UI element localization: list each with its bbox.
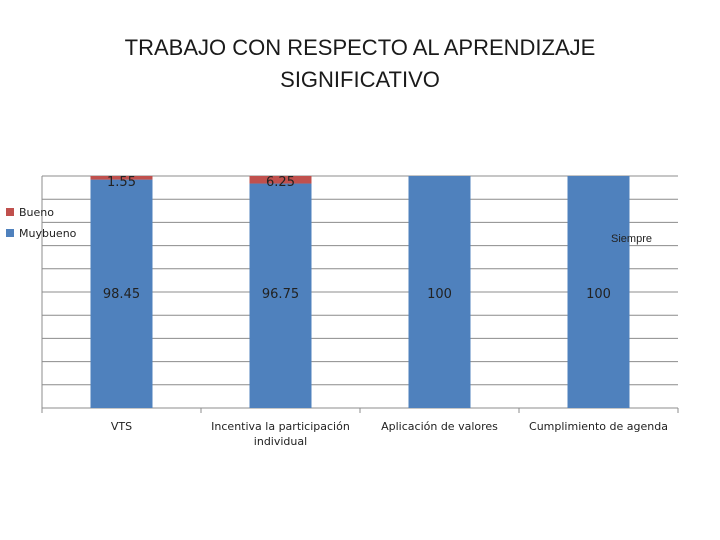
data-label-muybueno-4: 100: [586, 287, 611, 302]
category-label-4: Cumplimiento de agenda: [529, 420, 668, 433]
bar-bueno-2: [249, 176, 312, 184]
category-label-line: Cumplimiento de agenda: [529, 420, 668, 433]
chart-title-line-2: SIGNIFICATIVO: [280, 67, 440, 92]
data-label-bueno-2: 6.25: [266, 175, 295, 190]
bar-muybueno-4: [567, 176, 630, 408]
category-label-3: Aplicación de valores: [381, 420, 498, 433]
data-label-muybueno-1: 98.45: [103, 287, 140, 302]
bar-muybueno-3: [408, 176, 471, 408]
extra-legend-text: Siempre: [611, 233, 652, 245]
category-label-2: Incentiva la participación individual: [211, 420, 350, 448]
legend-swatch-muybueno: [6, 229, 14, 237]
bar-bueno-1: [90, 176, 153, 180]
bars: [90, 176, 630, 408]
legend-swatch-bueno: [6, 208, 14, 216]
legend-label-bueno: Bueno: [19, 206, 54, 219]
legend-label-muybueno: Muybueno: [19, 227, 77, 240]
category-label-1: VTS: [111, 420, 132, 433]
data-label-muybueno-3: 100: [427, 287, 452, 302]
chart-title: TRABAJO CON RESPECTO AL APRENDIZAJE SIGN…: [60, 32, 660, 96]
category-label-line: Incentiva la participación: [211, 420, 350, 433]
category-label-line: individual: [254, 435, 307, 448]
data-label-bueno-1: 1.55: [107, 175, 136, 190]
bar-muybueno-1: [90, 179, 153, 408]
data-label-muybueno-2: 96.75: [262, 287, 299, 302]
bar-muybueno-2: [249, 183, 312, 408]
category-label-line: Aplicación de valores: [381, 420, 498, 433]
legend: Bueno Muybueno: [6, 206, 77, 240]
chart-title-line-1: TRABAJO CON RESPECTO AL APRENDIZAJE: [124, 35, 596, 60]
category-label-line: VTS: [111, 420, 132, 433]
